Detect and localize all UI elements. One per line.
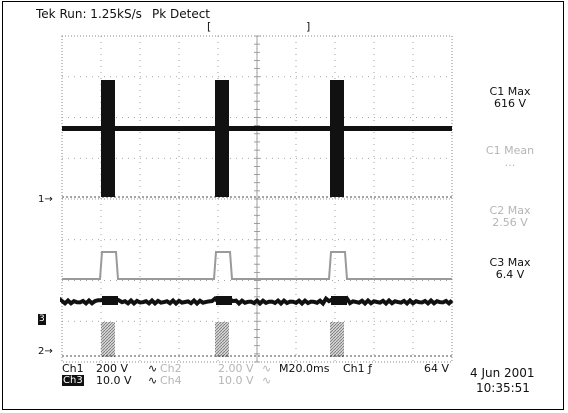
ch4-name: Ch4	[160, 374, 182, 387]
readout-c2-max: C2 Max 2.56 V	[470, 205, 550, 229]
readout-value: 2.56 V	[492, 216, 528, 229]
cursor-right-bracket: ]	[306, 20, 311, 33]
readout-value: 616 V	[493, 97, 527, 110]
ch1-coupling-icon: ∿	[148, 362, 158, 375]
ch1-name: Ch1	[62, 362, 84, 375]
readout-label: C1 Max	[489, 85, 531, 98]
ch4-coupling-icon: ∿	[262, 374, 272, 387]
ch2-burst	[216, 296, 232, 305]
trigger-source: Ch1 ƒ	[343, 362, 373, 375]
ch3-scale: 10.0 V	[96, 374, 132, 387]
ch2-name: Ch2	[160, 362, 182, 375]
capture-time: 10:35:51	[476, 381, 530, 395]
readout-c1-mean: C1 Mean ...	[470, 145, 550, 169]
ch1-burst	[215, 80, 229, 197]
readout-c1-max: C1 Max 616 V	[470, 86, 550, 110]
readout-label: C2 Max	[489, 204, 531, 217]
readout-c3-max: C3 Max 6.4 V	[470, 257, 550, 281]
ch3-ground-marker: 3	[38, 314, 46, 325]
ch3-coupling-icon: ∿	[148, 374, 158, 387]
readout-label: C1 Mean	[485, 144, 535, 157]
timebase: M20.0ms	[279, 362, 330, 375]
ch2-trace	[60, 295, 454, 307]
ch2-coupling-icon: ∿	[262, 362, 272, 375]
ch4-pulse	[215, 322, 229, 357]
readout-value: ...	[504, 156, 516, 169]
ch4-pulse	[330, 322, 344, 357]
graticule	[61, 35, 453, 363]
ch1-trace	[62, 126, 452, 131]
cursor-left-bracket: [	[207, 20, 212, 33]
ch2-burst	[331, 296, 347, 305]
scope-screen-frame	[2, 1, 564, 410]
ch1-scale: 200 V	[96, 362, 129, 375]
ch3-name: Ch3	[62, 375, 84, 386]
ch4-pulse	[101, 322, 115, 357]
ch2-burst	[102, 296, 118, 305]
waveform-traces	[60, 80, 454, 357]
ch2-ground-marker: 2→	[38, 346, 53, 357]
acquisition-mode: Pk Detect	[152, 7, 211, 21]
ch1-burst	[330, 80, 344, 197]
readout-label: C3 Max	[489, 256, 531, 269]
ch2-scale: 2.00 V	[218, 362, 254, 375]
ch4-scale: 10.0 V	[218, 374, 254, 387]
ch1-ground-marker: 1→	[38, 194, 53, 205]
capture-date: 4 Jun 2001	[470, 366, 535, 380]
run-status: Tek Run: 1.25kS/s	[36, 7, 142, 21]
ch3-trace	[62, 251, 452, 280]
ch1-burst	[101, 80, 115, 197]
trigger-level: 64 V	[424, 362, 450, 375]
readout-value: 6.4 V	[495, 268, 525, 281]
